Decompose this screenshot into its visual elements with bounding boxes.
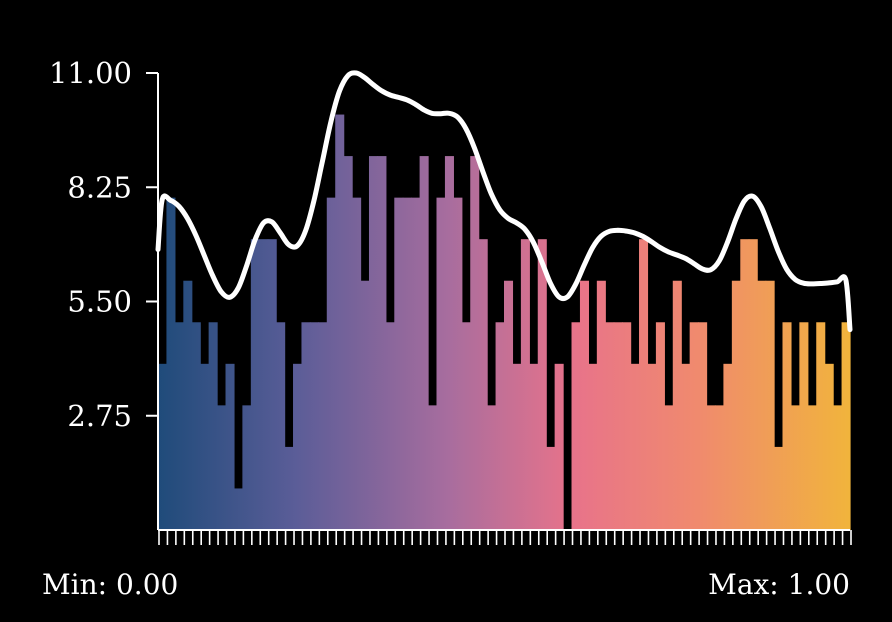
histogram-bar bbox=[689, 322, 699, 530]
histogram-bar bbox=[301, 322, 311, 530]
histogram-bar bbox=[233, 488, 243, 530]
histogram-bar bbox=[242, 405, 252, 530]
histogram-bar bbox=[487, 405, 497, 530]
histogram-bar bbox=[419, 156, 429, 530]
histogram-bar bbox=[520, 239, 530, 530]
histogram-bar bbox=[672, 280, 682, 530]
histogram-bar bbox=[757, 280, 767, 530]
histogram-bar bbox=[639, 239, 649, 530]
histogram-bar bbox=[529, 363, 539, 530]
histogram-bar bbox=[309, 322, 319, 530]
histogram-bar bbox=[250, 239, 260, 530]
bars-group bbox=[158, 114, 851, 531]
histogram-bar bbox=[790, 405, 800, 530]
histogram-bar bbox=[478, 239, 488, 530]
histogram-bar bbox=[385, 322, 395, 530]
histogram-bar bbox=[276, 322, 286, 530]
histogram-bar bbox=[335, 114, 345, 531]
histogram-bar bbox=[225, 363, 235, 530]
x-min-label: Min: 0.00 bbox=[42, 568, 178, 601]
histogram-bar bbox=[765, 280, 775, 530]
histogram-bar bbox=[512, 363, 522, 530]
histogram-bar bbox=[554, 363, 564, 530]
histogram-bar bbox=[816, 322, 826, 530]
histogram-bar bbox=[731, 280, 741, 530]
histogram-bar bbox=[436, 197, 446, 530]
histogram-bar bbox=[841, 322, 851, 530]
histogram-bar bbox=[158, 363, 168, 530]
histogram-bar bbox=[453, 197, 463, 530]
histogram-bar bbox=[782, 322, 792, 530]
histogram-bar bbox=[495, 322, 505, 530]
histogram-bar bbox=[546, 446, 556, 530]
histogram-bar bbox=[504, 280, 514, 530]
y-tick-label: 8.25 bbox=[67, 170, 132, 204]
histogram-bar bbox=[166, 197, 176, 530]
histogram-bar bbox=[444, 156, 454, 530]
histogram-bar bbox=[183, 280, 193, 530]
histogram-bar bbox=[664, 405, 674, 530]
histogram-bar bbox=[402, 197, 412, 530]
histogram-bar bbox=[714, 405, 725, 530]
histogram-bar bbox=[200, 363, 210, 530]
histogram-bar bbox=[596, 280, 606, 530]
histogram-bar bbox=[774, 446, 784, 530]
histogram-bar bbox=[343, 156, 353, 530]
histogram-bar bbox=[681, 363, 691, 530]
histogram-bar bbox=[799, 322, 809, 530]
histogram-bar bbox=[613, 322, 623, 530]
histogram-bar bbox=[191, 322, 201, 530]
histogram-bar bbox=[571, 322, 581, 530]
histogram-bar bbox=[360, 280, 370, 530]
histogram-bar bbox=[267, 239, 277, 530]
histogram-bar bbox=[588, 363, 598, 530]
histogram-bar bbox=[394, 197, 404, 530]
histogram-bar bbox=[470, 156, 480, 530]
histogram-bar bbox=[706, 405, 716, 530]
histogram-bar bbox=[655, 322, 665, 530]
y-tick-label: 2.75 bbox=[67, 399, 132, 433]
histogram-bar bbox=[293, 363, 303, 530]
histogram-bar bbox=[326, 197, 336, 530]
histogram-bar bbox=[740, 239, 750, 530]
histogram-bar bbox=[579, 280, 589, 530]
histogram-bar bbox=[208, 322, 218, 530]
histogram-bar bbox=[622, 322, 632, 530]
histogram-bar bbox=[824, 363, 834, 530]
histogram-bar bbox=[698, 322, 708, 530]
histogram-bar bbox=[605, 322, 615, 530]
histogram-bar bbox=[377, 156, 387, 530]
histogram-bar bbox=[461, 322, 471, 530]
density-curve bbox=[155, 70, 853, 333]
histogram-bar bbox=[833, 405, 843, 530]
histogram-bar bbox=[807, 405, 817, 530]
histogram-bar bbox=[217, 405, 227, 530]
histogram-bar bbox=[748, 239, 758, 530]
histogram-bar bbox=[284, 446, 294, 530]
histogram-bar bbox=[411, 197, 421, 530]
histogram-bar bbox=[259, 239, 269, 530]
histogram-bar bbox=[174, 322, 184, 530]
y-axis: 2.75 5.50 8.25 11.00 bbox=[49, 56, 159, 530]
histogram-bar bbox=[647, 363, 657, 530]
histogram-bar bbox=[537, 239, 547, 530]
histogram-bar bbox=[318, 322, 328, 530]
y-tick-label: 11.00 bbox=[49, 56, 132, 90]
x-max-label: Max: 1.00 bbox=[708, 568, 850, 601]
histogram-bar bbox=[428, 405, 438, 530]
y-tick-label: 5.50 bbox=[67, 285, 132, 319]
histogram-bar bbox=[723, 363, 733, 530]
histogram-bar bbox=[368, 156, 379, 530]
histogram-bar bbox=[630, 363, 640, 530]
x-axis-ticks bbox=[158, 529, 852, 545]
histogram-bar bbox=[352, 197, 362, 530]
